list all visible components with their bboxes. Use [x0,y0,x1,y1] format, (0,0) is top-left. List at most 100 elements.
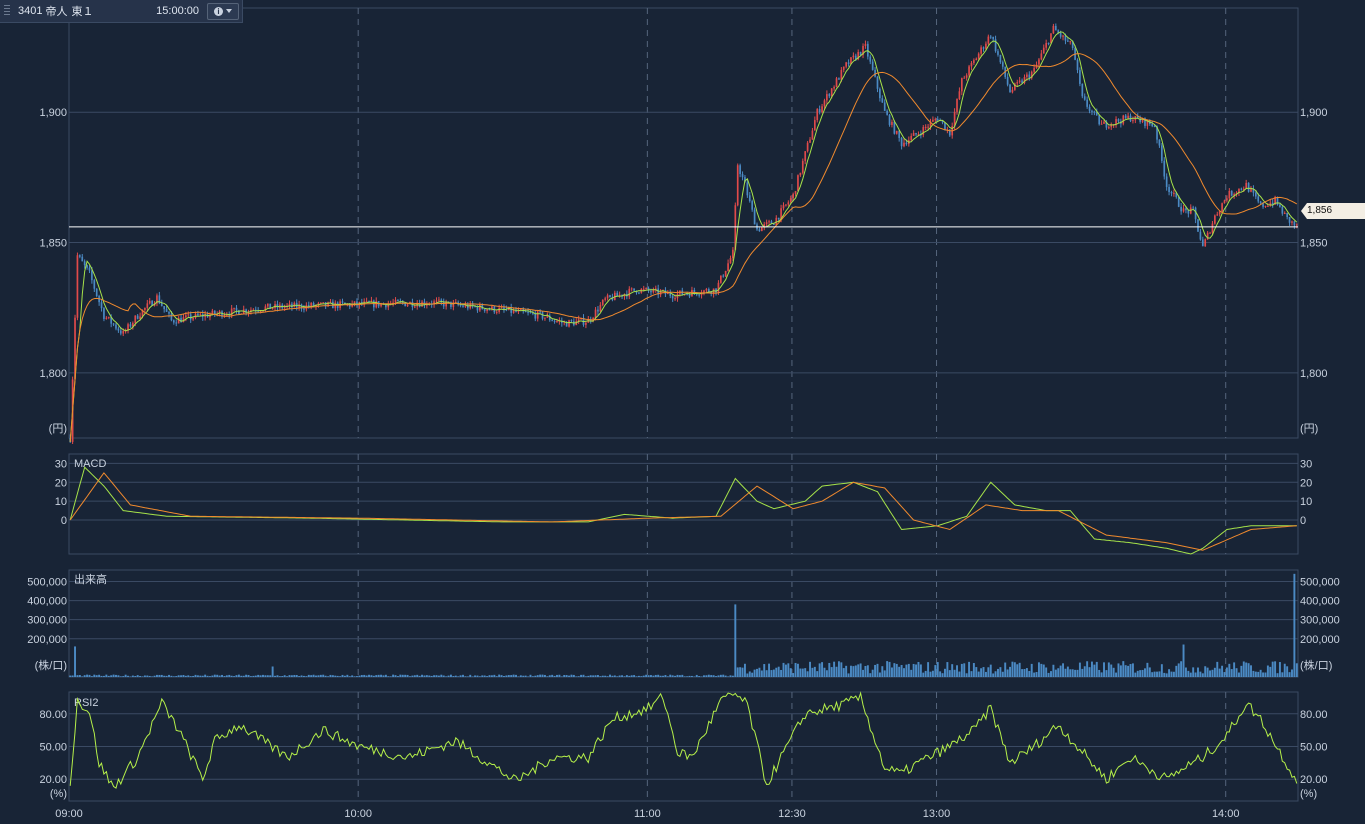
price-candle [669,292,672,296]
volume-bar [989,664,992,677]
volume-bar [182,674,185,677]
price-candle [1144,118,1146,126]
price-candle [816,109,819,121]
volume-bar [507,675,510,677]
volume-bar [756,668,758,677]
volume-bar [666,676,669,677]
price-candle [879,88,881,99]
volume-bar [486,676,489,677]
volume-bar [1274,661,1277,677]
volume-bar [399,674,402,677]
price-candle [515,309,517,312]
volume-bar [816,671,819,677]
volume-bar [936,662,939,677]
price-candle [491,306,493,310]
volume-bar [1105,670,1108,677]
price-candle [1235,192,1238,195]
volume-bar [1168,669,1171,677]
volume-bar [910,669,913,677]
volume-bar [1194,672,1197,677]
price-candle [674,298,676,300]
price-candle [327,302,329,307]
price-candle [479,304,481,311]
volume-y-label-left: 500,000 [27,576,67,588]
volume-bar [736,667,739,677]
volume-bar [413,675,416,677]
volume-bar [1136,670,1139,677]
volume-bar [517,676,520,677]
volume-bar [833,661,836,677]
volume-bar [719,674,722,677]
volume-bar [435,675,438,677]
volume-bar [997,668,999,677]
volume-bar [917,661,920,677]
volume-bar [107,675,110,677]
price-candle [450,301,452,307]
volume-bar [1057,668,1060,677]
price-candle [980,47,982,54]
volume-bar [847,673,850,677]
price-candle [1139,118,1142,122]
volume-bar [963,663,966,677]
macd-y-label-right: 10 [1300,496,1312,508]
info-menu-button[interactable]: i [207,2,239,20]
volume-bar [100,675,103,677]
volume-bar [801,668,804,677]
price-candle [599,304,602,312]
volume-bar [789,668,792,677]
price-candle [1230,190,1233,196]
volume-bar [984,671,987,677]
volume-bar [792,673,795,677]
volume-bar [635,676,638,677]
x-tick-label: 12:30 [778,808,806,820]
price-candle [1146,120,1149,126]
price-candle [1223,200,1226,204]
price-candle [869,56,872,62]
volume-bar [558,674,561,677]
volume-bar [927,662,930,677]
price-candle [1201,239,1204,247]
price-candle [835,78,838,87]
volume-bar [886,661,889,677]
price-candle [833,86,835,89]
volume-bar [765,670,768,677]
price-candle [1271,202,1274,205]
volume-bar [117,675,120,677]
volume-bar [1062,663,1065,677]
volume-bar [1054,669,1057,677]
volume-bar [286,676,289,677]
price-candle [1115,119,1117,125]
volume-bar [1139,670,1142,677]
price-candle [903,142,905,147]
price-candle [763,224,766,228]
price-candle [1018,80,1021,83]
price-candle [413,306,416,308]
volume-bar [160,674,163,677]
price-candle [1110,124,1113,128]
price-candle [225,314,228,316]
volume-bar [1129,664,1132,677]
price-candle [1170,192,1173,194]
price-candle [1021,80,1023,83]
volume-bar [772,669,775,677]
price-candle [618,294,621,297]
price-candle [705,289,708,291]
volume-bar [1131,663,1134,677]
drag-handle-icon[interactable] [4,5,10,17]
price-candle [874,69,876,77]
price-candle [238,310,240,315]
price-candle [136,315,139,319]
volume-bar [336,675,339,677]
volume-bar [890,667,893,677]
price-candle [329,301,332,303]
volume-bar [907,663,910,677]
price-candle [953,111,956,127]
macd-line [69,466,1297,555]
volume-bar [423,675,426,677]
price-candle [948,129,951,136]
volume-bar [216,674,219,677]
volume-bar [389,676,392,677]
price-candle [556,320,558,322]
volume-bar [982,667,985,677]
macd-y-label-left: 10 [55,496,67,508]
